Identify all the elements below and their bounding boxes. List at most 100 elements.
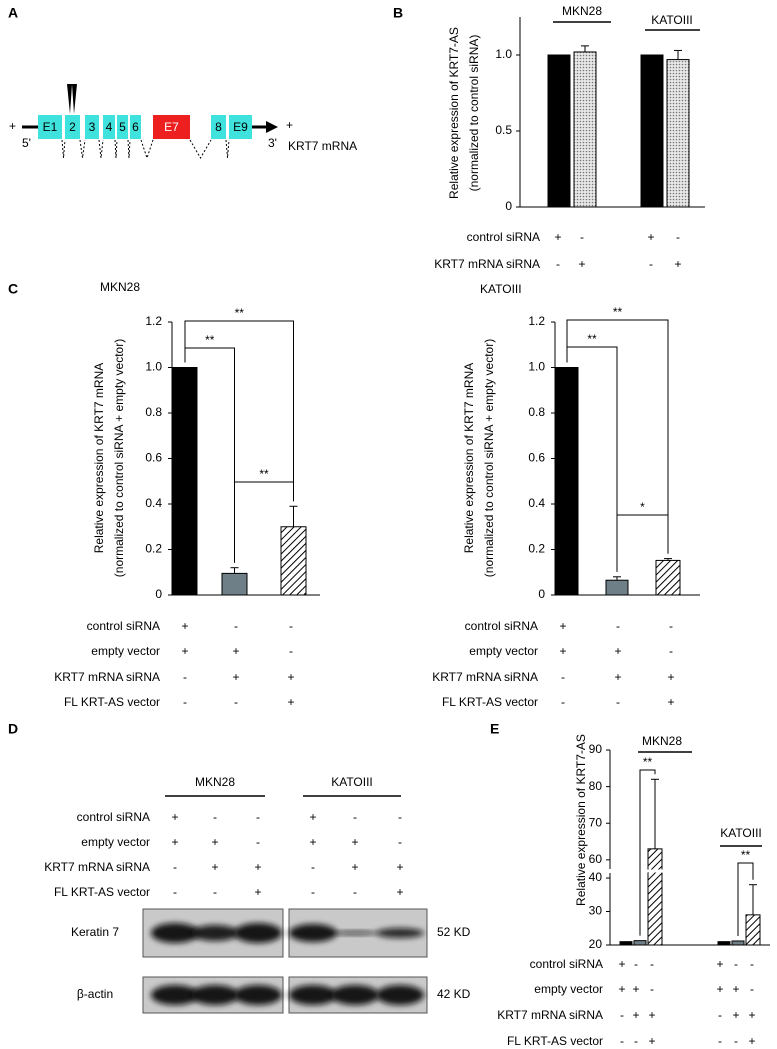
blot-size-label: 52 KD	[437, 925, 471, 939]
y-axis-label: Relative expression of KRT7 mRNA	[92, 363, 106, 554]
condition-mark: +	[667, 695, 674, 709]
exon-label: E1	[43, 120, 58, 134]
condition-mark: -	[213, 810, 217, 824]
y-tick-label: 30	[589, 904, 603, 918]
condition-label: FL KRT-AS vector	[64, 695, 160, 709]
condition-mark: +	[667, 670, 674, 684]
bar	[555, 367, 579, 596]
exon-label: 6	[132, 120, 139, 134]
blot-row-label: Keratin 7	[71, 925, 119, 939]
condition-mark: +	[211, 835, 218, 849]
blot-band	[289, 924, 337, 942]
condition-mark: -	[398, 835, 402, 849]
significance-label: *	[640, 500, 645, 514]
condition-label: KRT7 mRNA siRNA	[497, 1008, 603, 1022]
five-prime: 5'	[22, 136, 31, 150]
condition-mark: -	[634, 1034, 638, 1048]
significance-bracket	[737, 862, 754, 936]
significance-label: **	[613, 305, 623, 319]
condition-mark: -	[234, 619, 238, 633]
y-axis-label: (normalized to control siRNA)	[467, 35, 481, 192]
exon-label: 8	[215, 120, 222, 134]
condition-mark: -	[620, 1034, 624, 1048]
plus-left: +	[9, 119, 16, 133]
y-tick-label: 0.8	[145, 405, 162, 419]
condition-mark: +	[614, 644, 621, 658]
condition-mark: -	[556, 257, 560, 271]
condition-mark: +	[351, 860, 358, 874]
y-tick-label: 0	[505, 199, 512, 213]
exon-label: 3	[89, 120, 96, 134]
condition-label: control siRNA	[465, 619, 538, 633]
condition-mark: +	[732, 982, 739, 996]
y-tick-label: 1.2	[528, 314, 545, 328]
condition-mark: -	[353, 810, 357, 824]
y-tick-label: 0.5	[495, 123, 512, 137]
blot-row-label: β-actin	[77, 987, 113, 1001]
significance-bracket	[639, 769, 656, 936]
condition-mark: -	[311, 885, 315, 899]
condition-mark: -	[634, 957, 638, 971]
condition-label: empty vector	[81, 835, 150, 849]
condition-mark: -	[650, 957, 654, 971]
intron	[189, 139, 212, 159]
bar	[640, 54, 664, 208]
bar	[717, 941, 731, 946]
condition-label: control siRNA	[77, 810, 150, 824]
panel-label: A	[8, 5, 18, 21]
bar	[745, 914, 761, 946]
exon	[211, 115, 226, 139]
blot-band	[151, 985, 199, 1005]
condition-mark: -	[750, 957, 754, 971]
y-tick-label: 0.2	[528, 542, 545, 556]
y-tick-label: 70	[589, 815, 603, 829]
exon	[38, 115, 62, 139]
condition-mark: -	[173, 885, 177, 899]
y-tick-label: 60	[589, 852, 603, 866]
condition-mark: +	[632, 1008, 639, 1022]
condition-mark: -	[561, 695, 565, 709]
condition-mark: +	[171, 810, 178, 824]
intron	[61, 139, 66, 159]
condition-label: empty vector	[469, 644, 538, 658]
bar	[221, 572, 248, 596]
three-prime: 3'	[268, 136, 277, 150]
condition-mark: +	[287, 670, 294, 684]
intron	[140, 139, 154, 160]
significance-bracket	[566, 319, 669, 554]
condition-mark: -	[669, 644, 673, 658]
y-tick-label: 0.4	[528, 496, 545, 510]
condition-mark: +	[716, 982, 723, 996]
bar	[633, 940, 647, 946]
exon	[153, 115, 190, 139]
condition-label: control siRNA	[87, 619, 160, 633]
condition-mark: -	[561, 670, 565, 684]
panel-label: E	[490, 721, 499, 737]
bar	[605, 579, 629, 596]
condition-mark: -	[289, 644, 293, 658]
y-tick-label: 1.0	[145, 360, 162, 374]
condition-mark: +	[211, 860, 218, 874]
condition-mark: +	[748, 1034, 755, 1048]
condition-mark: +	[716, 957, 723, 971]
condition-mark: +	[648, 1008, 655, 1022]
significance-label: **	[643, 755, 653, 769]
intron	[98, 139, 104, 159]
arrow-head	[266, 121, 278, 133]
blot-band	[151, 923, 199, 943]
y-tick-label: 20	[589, 937, 603, 951]
condition-mark: +	[171, 835, 178, 849]
blot-band	[331, 985, 379, 1005]
bar	[655, 559, 681, 596]
y-axis-label: Relative expression of KRT7 mRNA	[462, 363, 476, 554]
condition-mark: +	[232, 644, 239, 658]
condition-mark: +	[254, 885, 261, 899]
condition-mark: -	[183, 695, 187, 709]
y-tick-label: 0	[155, 587, 162, 601]
condition-label: empty vector	[91, 644, 160, 658]
y-axis-label: Relative expression of KRT7-AS	[574, 734, 588, 906]
y-tick-label: 90	[589, 742, 603, 756]
exon	[65, 115, 80, 139]
condition-mark: -	[750, 982, 754, 996]
condition-mark: -	[173, 860, 177, 874]
